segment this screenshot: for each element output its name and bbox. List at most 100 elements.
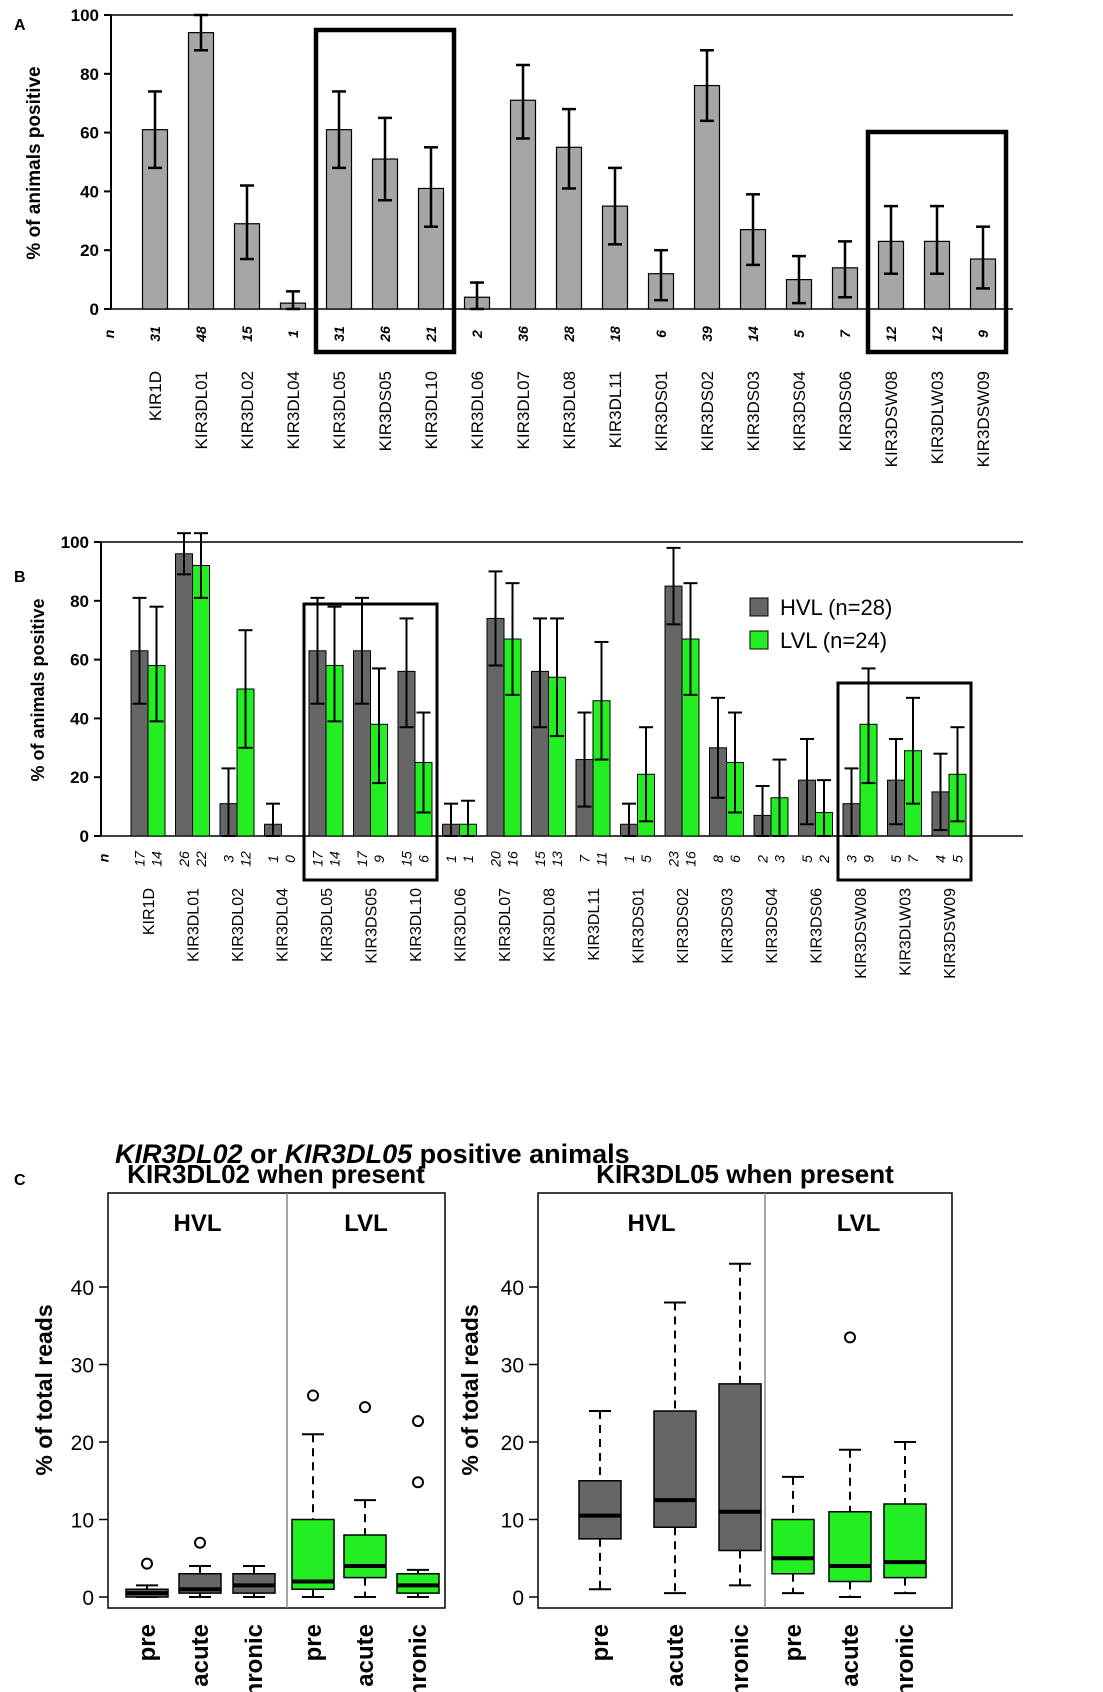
n-count-lvl-kir3ds04: 3 xyxy=(772,855,788,863)
y-tick-label: 20 xyxy=(71,1432,94,1455)
panel-c-label: C xyxy=(14,1172,26,1189)
x-tick-label-kir3ds03: KIR3DS03 xyxy=(720,888,737,964)
outlier-hvl-pre xyxy=(141,1557,153,1570)
panel-c-title-gene1: KIR3DL02 xyxy=(115,1139,243,1169)
box-lvl-pre xyxy=(771,1518,815,1575)
panel-c-title-or: or xyxy=(243,1139,285,1169)
n-count-kir3ds06: 7 xyxy=(837,329,853,338)
n-count-hvl-kir3ds01: 1 xyxy=(621,855,637,863)
n-count-kir3dl08: 28 xyxy=(561,326,577,343)
y-tick-label: 100 xyxy=(61,533,89,552)
x-tick-label-kir3ds05: KIR3DS05 xyxy=(364,888,381,964)
y-tick-label: 0 xyxy=(82,1587,94,1610)
x-tick-label-hvl-chronic: chronic xyxy=(727,1624,754,1692)
box-lvl-acute xyxy=(343,1534,387,1579)
n-count-hvl-kir3dl01: 26 xyxy=(176,851,192,868)
group-label-hvl: HVL xyxy=(174,1210,222,1237)
y-tick-label: 40 xyxy=(80,182,99,201)
n-count-hvl-kir3dl02: 3 xyxy=(221,855,237,863)
n-count-lvl-kir3dl02: 12 xyxy=(238,851,254,867)
n-count-lvl-kir3dl08: 13 xyxy=(549,851,565,867)
panel-c-title-gene2: KIR3DL05 xyxy=(285,1139,414,1169)
y-axis-title: % of total reads xyxy=(457,1304,483,1475)
n-count-kir1d: 31 xyxy=(147,326,163,342)
y-tick-label: 60 xyxy=(80,124,99,143)
x-tick-label-kir3dl04: KIR3DL04 xyxy=(284,371,303,449)
y-tick-label: 20 xyxy=(501,1432,524,1455)
x-tick-label-kir3dl08: KIR3DL08 xyxy=(542,888,559,962)
x-tick-label-kir3ds05: KIR3DS05 xyxy=(376,371,395,451)
x-tick-label-kir3ds04: KIR3DS04 xyxy=(790,371,809,451)
n-count-lvl-kir3ds01: 5 xyxy=(638,855,654,863)
n-count-hvl-kir3ds02: 23 xyxy=(666,851,682,868)
y-tick-label: 60 xyxy=(70,651,89,670)
n-count-lvl-kir3ds02: 16 xyxy=(683,851,699,867)
n-count-hvl-kir3dl04: 1 xyxy=(265,855,281,863)
y-tick-label: 40 xyxy=(71,1277,94,1300)
bar-hvl-kir3dl01 xyxy=(175,553,193,837)
x-tick-label-kir3dlw03: KIR3DLW03 xyxy=(898,888,915,976)
y-tick-label: 0 xyxy=(80,827,89,846)
panel-c-kir3dl05-boxplot: KIR3DL05 when present HVL LVL 0 10 20 30 40 % of… xyxy=(457,1159,953,1692)
x-tick-label-kir3dsw08: KIR3DSW08 xyxy=(882,371,901,467)
outlier-lvl-chronic xyxy=(412,1415,424,1428)
box-hvl-acute xyxy=(653,1410,697,1528)
group-label-lvl: LVL xyxy=(837,1210,881,1237)
x-tick-label-lvl-chronic: chronic xyxy=(892,1624,919,1692)
n-count-lvl-kir3dl11: 11 xyxy=(594,852,610,867)
legend-label-hvl: HVL (n=28) xyxy=(780,595,892,620)
x-tick-label-lvl-chronic: chronic xyxy=(405,1624,432,1692)
n-count-lvl-kir3ds06: 2 xyxy=(816,855,832,864)
plot-frame xyxy=(107,1192,446,1609)
n-count-kir3dl05: 31 xyxy=(331,326,347,342)
highlight-box-2 xyxy=(865,129,1009,355)
n-count-hvl-kir3dl07: 20 xyxy=(488,851,504,868)
n-count-lvl-kir3dl05: 14 xyxy=(327,851,343,867)
n-count-lvl-kir3ds05: 9 xyxy=(371,855,387,863)
n-count-lvl-kir3dsw09: 5 xyxy=(950,855,966,863)
n-count-hvl-kir3dsw09: 4 xyxy=(933,855,949,863)
group-label-lvl: LVL xyxy=(344,1210,388,1237)
x-tick-label-kir3ds02: KIR3DS02 xyxy=(675,888,692,964)
x-tick-label-kir3dl01: KIR3DL01 xyxy=(192,371,211,449)
x-tick-label-hvl-acute: acute xyxy=(187,1624,214,1687)
n-count-hvl-kir3dlw03: 5 xyxy=(888,855,904,863)
x-tick-label-kir3dl01: KIR3DL01 xyxy=(186,888,203,962)
outlier-lvl-acute xyxy=(844,1331,856,1344)
y-tick-label: 10 xyxy=(501,1510,524,1533)
n-count-lvl-kir3dl06: 1 xyxy=(460,855,476,863)
n-count-hvl-kir3ds06: 5 xyxy=(799,855,815,863)
n-row-label: n xyxy=(101,330,117,339)
n-count-kir3dl11: 18 xyxy=(607,326,623,342)
n-count-kir3dsw09: 9 xyxy=(975,330,991,338)
y-tick-label: 30 xyxy=(501,1355,524,1378)
outlier-lvl-acute xyxy=(359,1401,371,1414)
x-tick-label-lvl-pre: pre xyxy=(300,1624,327,1661)
n-count-kir3dl01: 48 xyxy=(193,326,209,343)
y-tick-label: 40 xyxy=(70,709,89,728)
legend-swatch-hvl xyxy=(749,597,769,617)
x-tick-label-kir3ds01: KIR3DS01 xyxy=(652,371,671,451)
chart-title: KIR3DL05 when present xyxy=(596,1159,894,1189)
n-count-kir3dlw03: 12 xyxy=(929,326,945,342)
x-tick-label-kir3dl05: KIR3DL05 xyxy=(319,888,336,962)
x-tick-label-kir3dlw03: KIR3DLW03 xyxy=(928,371,947,464)
legend-label-lvl: LVL (n=24) xyxy=(780,628,887,653)
n-count-hvl-kir3ds04: 2 xyxy=(755,855,771,864)
box-lvl-chronic xyxy=(883,1503,927,1579)
n-count-hvl-kir3dl08: 15 xyxy=(532,851,548,867)
x-tick-label-hvl-pre: pre xyxy=(587,1624,614,1661)
n-count-kir3dl04: 1 xyxy=(285,330,301,338)
y-tick-label: 80 xyxy=(80,65,99,84)
highlight-box-2 xyxy=(836,681,973,882)
x-tick-label-kir3ds06: KIR3DS06 xyxy=(809,888,826,964)
n-count-hvl-kir3dl10: 15 xyxy=(399,851,415,867)
x-tick-label-kir3ds04: KIR3DS04 xyxy=(764,888,781,964)
n-count-kir3dl02: 15 xyxy=(239,326,255,342)
x-tick-label-kir3dl11: KIR3DL11 xyxy=(606,371,625,448)
x-tick-label-kir1d: KIR1D xyxy=(141,888,158,935)
x-tick-label-kir3dl11: KIR3DL11 xyxy=(586,888,603,961)
x-tick-label-kir3dl02: KIR3DL02 xyxy=(230,888,247,962)
bar-kir3dl01 xyxy=(187,32,215,310)
